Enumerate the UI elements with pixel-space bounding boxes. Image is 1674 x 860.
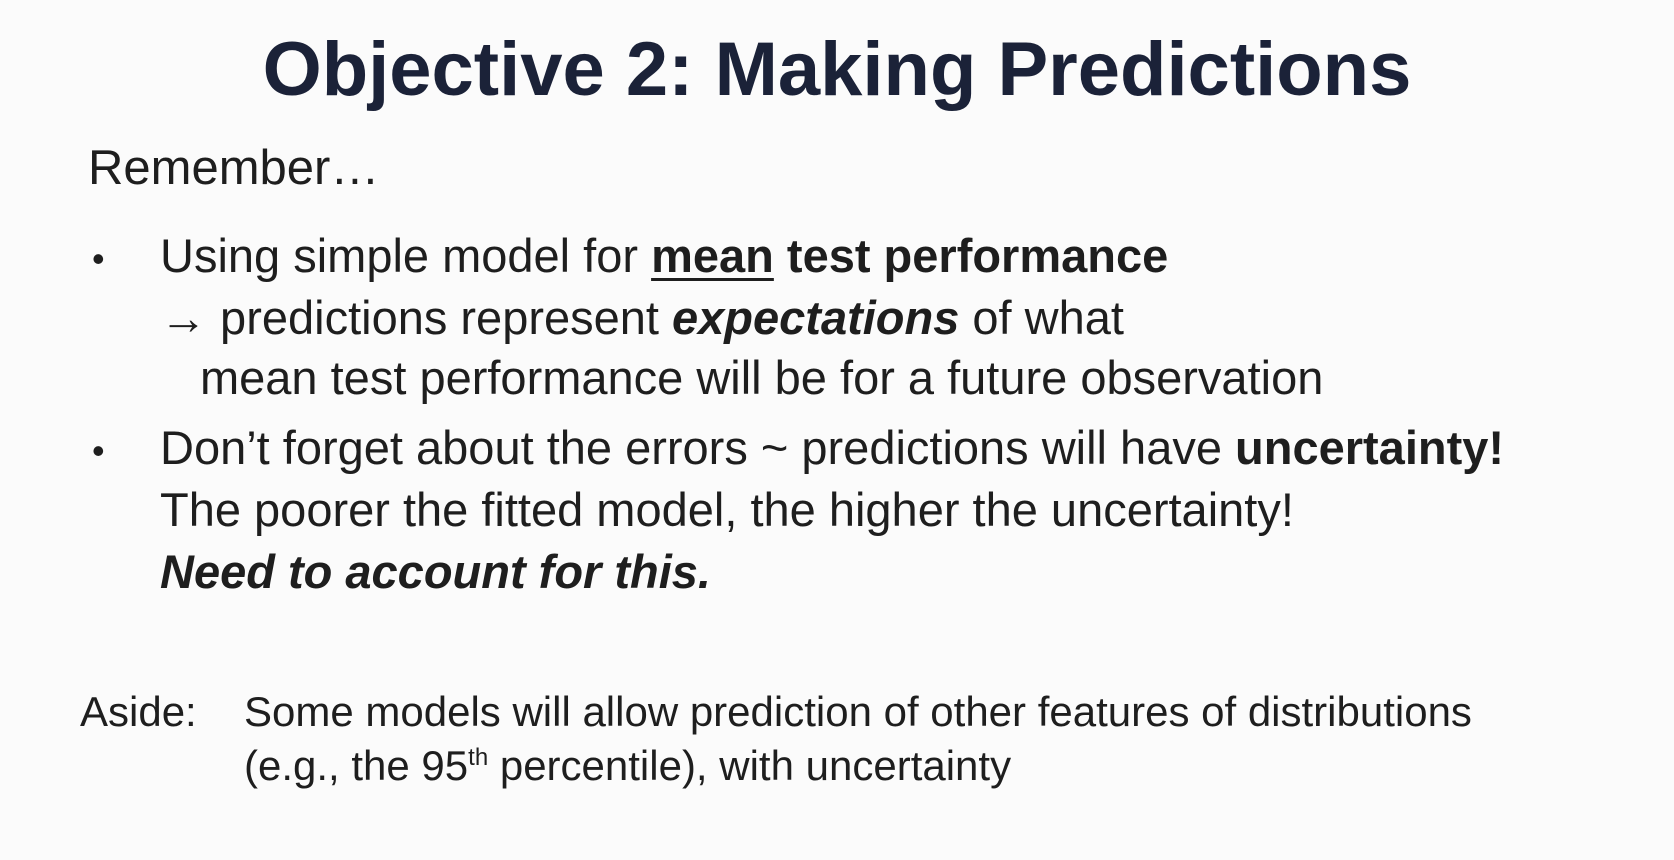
aside-percentile-text: percentile), with uncertainty: [488, 742, 1012, 789]
bullet-2-text: Don’t forget about the errors ~ predicti…: [160, 421, 1236, 474]
arrow-icon: →: [160, 291, 207, 344]
bullet-2-line-3: Need to account for this.: [160, 545, 711, 598]
bullet-marker-1: •: [92, 238, 105, 279]
bullet-1-mean-underlined: mean: [651, 229, 774, 282]
bullet-1-expectations: expectations: [672, 291, 960, 344]
bullet-1-predictions-text: predictions represent: [207, 291, 673, 344]
bullet-1-text: Using simple model for: [160, 229, 652, 282]
bullet-1-of-what: of what: [959, 291, 1124, 344]
aside-superscript-th: th: [468, 744, 489, 771]
bullet-2-uncertainty-bold: uncertainty!: [1235, 421, 1505, 474]
aside-line-2: (e.g., the 95th percentile), with uncert…: [244, 742, 1011, 790]
remember-heading: Remember…: [88, 141, 380, 195]
bullet-marker-2: •: [92, 430, 105, 471]
bullet-2-line-2: The poorer the fitted model, the higher …: [160, 483, 1294, 536]
bullet-1-test-performance-bold: test performance: [773, 229, 1169, 282]
aside-label: Aside:: [80, 688, 197, 735]
aside-line-1: Some models will allow prediction of oth…: [244, 688, 1472, 735]
bullet-1-line-3: mean test performance will be for a futu…: [200, 351, 1324, 404]
bullet-1-line-2: → predictions represent expectations of …: [160, 290, 1124, 345]
bullet-1-line-1: Using simple model for mean test perform…: [160, 228, 1168, 283]
bullet-2-line-1: Don’t forget about the errors ~ predicti…: [160, 420, 1504, 475]
aside-eg-text: (e.g., the 95: [244, 742, 469, 789]
slide-title: Objective 2: Making Predictions: [262, 27, 1412, 112]
